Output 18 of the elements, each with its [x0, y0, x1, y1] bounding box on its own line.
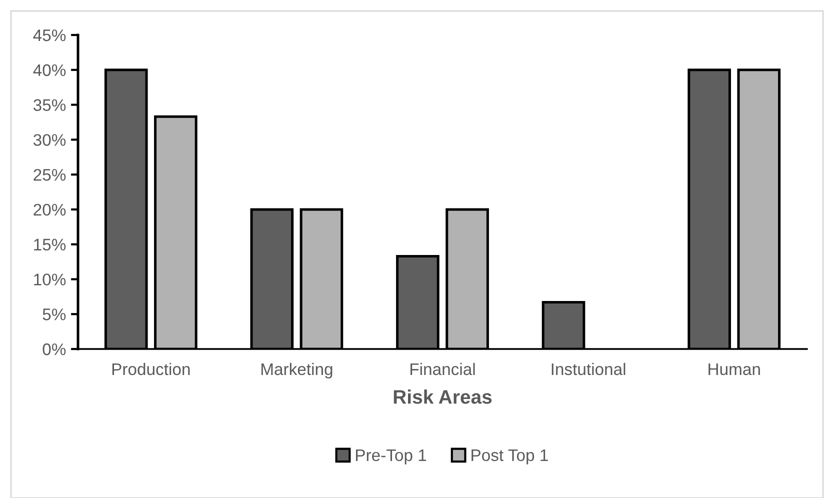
x-tick-label: Financial	[410, 362, 475, 376]
x-tick-label: Marketing	[261, 362, 332, 378]
x-axis-title: Risk Areas	[394, 390, 492, 404]
x-tick-label: Production	[112, 362, 190, 376]
legend-label: Post Top 1	[472, 449, 548, 464]
y-tick-label: 0%	[42, 343, 66, 356]
y-tick-label: 40%	[33, 64, 66, 76]
y-tick-label: 30%	[33, 134, 66, 146]
x-tick-label: Human	[708, 364, 760, 376]
y-tick-label: 25%	[34, 168, 66, 181]
legend-label: Pre-Top 1	[356, 449, 426, 464]
y-tick-label: 20%	[34, 204, 66, 216]
y-tick-label: 35%	[33, 99, 66, 111]
y-tick-label: 5%	[42, 308, 66, 320]
x-tick-label: Instutional	[552, 362, 626, 376]
y-tick-label: 10%	[34, 274, 66, 286]
y-tick-label: 45%	[33, 29, 66, 42]
y-tick-label: 15%	[34, 238, 66, 251]
